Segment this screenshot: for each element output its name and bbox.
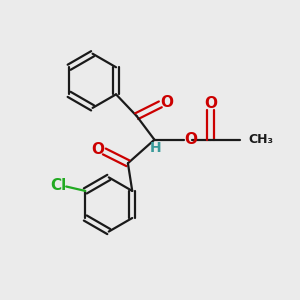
Text: O: O (160, 94, 173, 110)
Text: O: O (184, 132, 197, 147)
Text: CH₃: CH₃ (249, 133, 274, 146)
Text: Cl: Cl (50, 178, 66, 193)
Text: O: O (204, 96, 217, 111)
Text: O: O (92, 142, 104, 157)
Text: H: H (150, 141, 162, 155)
